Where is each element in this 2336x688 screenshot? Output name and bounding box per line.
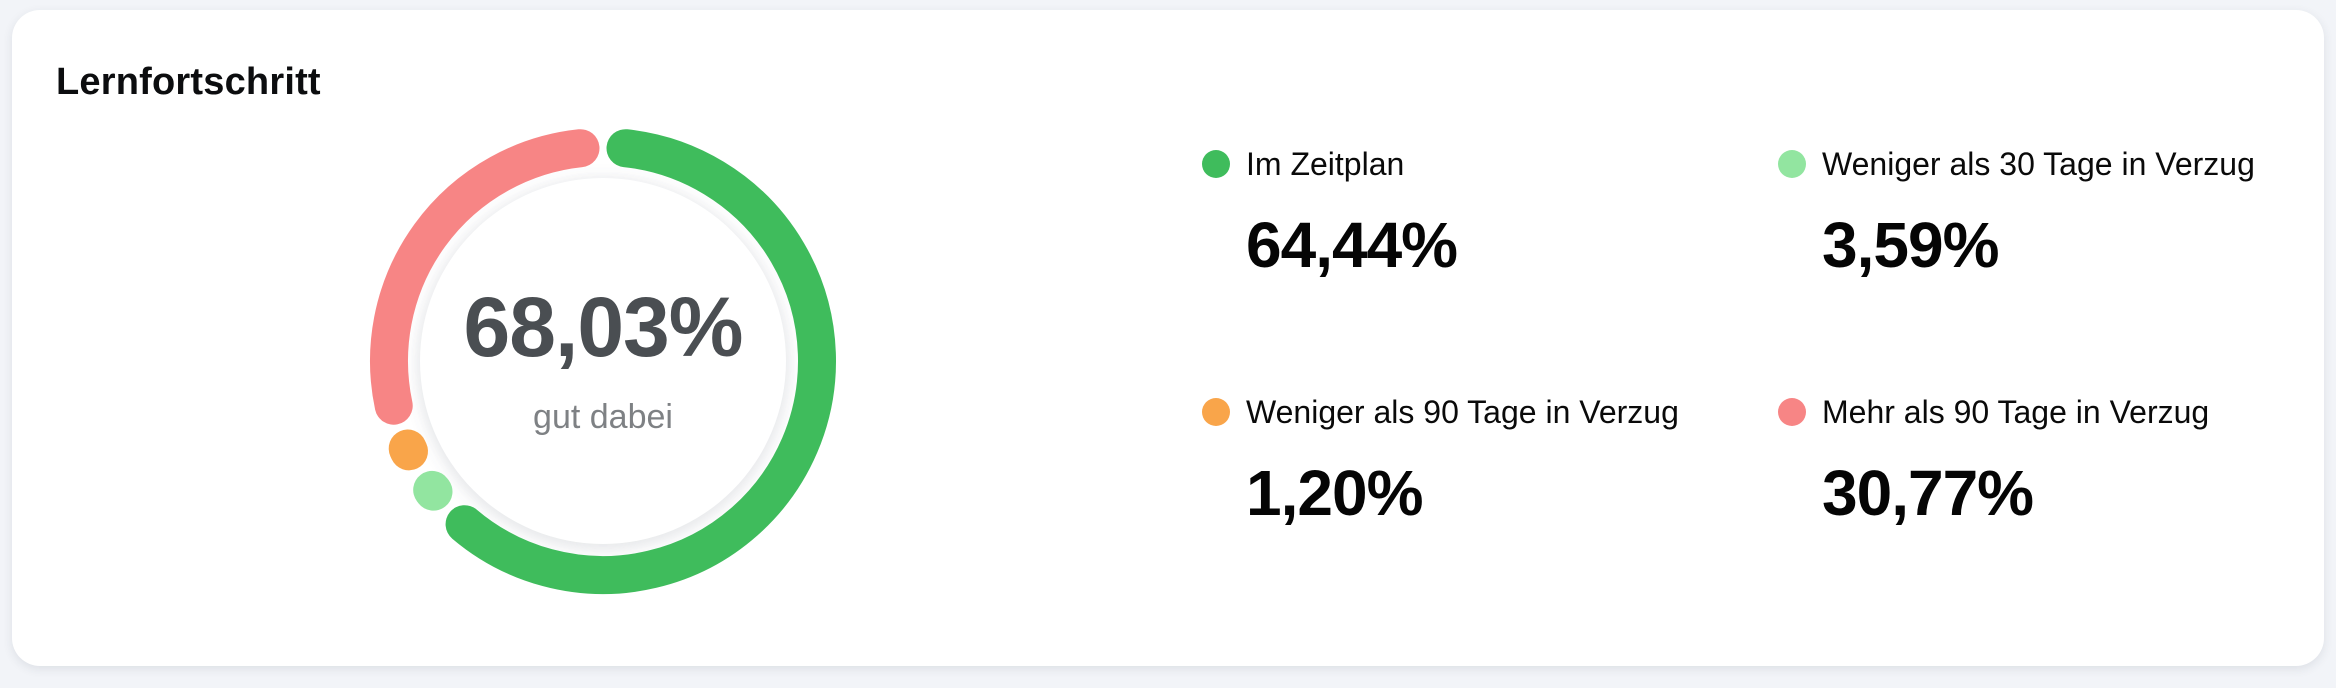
donut-segment-4[interactable] (370, 129, 600, 425)
legend-item-head: Im Zeitplan (1202, 144, 1778, 184)
donut-segment-2[interactable] (413, 470, 453, 511)
card-title: Lernfortschritt (56, 61, 321, 103)
lernfortschritt-card: Lernfortschritt 68,03% gut dabei Im Zeit… (12, 10, 2324, 666)
legend-dot-icon (1778, 150, 1806, 178)
legend-item-head: Weniger als 30 Tage in Verzug (1778, 144, 2255, 184)
donut-segment-1[interactable] (445, 129, 836, 594)
donut-center-disc (420, 178, 786, 544)
legend-dot-icon (1202, 150, 1230, 178)
legend-item: Im Zeitplan 64,44% (1202, 144, 1778, 280)
donut-segments-group (370, 129, 836, 594)
legend-item: Mehr als 90 Tage in Verzug 30,77% (1778, 392, 2255, 528)
progress-donut: 68,03% gut dabei (368, 126, 838, 596)
legend-item-head: Weniger als 90 Tage in Verzug (1202, 392, 1778, 432)
legend-item: Weniger als 90 Tage in Verzug 1,20% (1202, 392, 1778, 528)
legend-value: 30,77% (1822, 457, 2034, 529)
legend: Im Zeitplan 64,44% Weniger als 30 Tage i… (1202, 144, 2255, 528)
legend-dot-icon (1778, 398, 1806, 426)
legend-item: Weniger als 30 Tage in Verzug 3,59% (1778, 144, 2255, 280)
progress-donut-chart (370, 129, 836, 594)
legend-label: Weniger als 30 Tage in Verzug (1822, 146, 2255, 182)
legend-label: Mehr als 90 Tage in Verzug (1822, 394, 2210, 430)
legend-label: Im Zeitplan (1246, 146, 1405, 182)
legend-item-head: Mehr als 90 Tage in Verzug (1778, 392, 2255, 432)
legend-value: 64,44% (1246, 209, 1458, 281)
legend-value: 1,20% (1246, 457, 1423, 529)
donut-segment-3[interactable] (388, 429, 428, 471)
legend-label: Weniger als 90 Tage in Verzug (1246, 394, 1679, 430)
legend-value: 3,59% (1822, 209, 1999, 281)
legend-dot-icon (1202, 398, 1230, 426)
